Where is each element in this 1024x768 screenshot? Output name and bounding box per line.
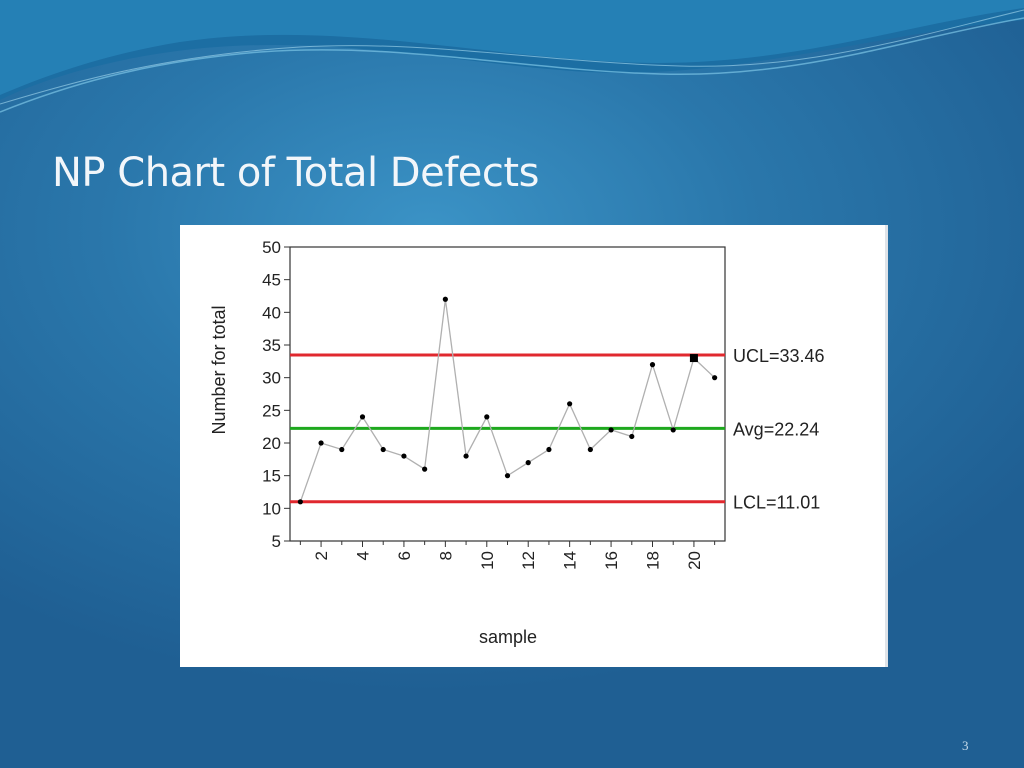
data-point bbox=[463, 453, 469, 459]
x-tick-label: 16 bbox=[602, 551, 621, 570]
data-point bbox=[318, 440, 324, 446]
data-point bbox=[525, 460, 531, 466]
x-tick-label: 20 bbox=[685, 551, 704, 570]
x-tick-label: 2 bbox=[312, 551, 331, 560]
chart-axes: 5 10 15 20 25 30 35 40 45 50 2 4 6 8 10 12 14 16 18 20 bbox=[262, 238, 726, 570]
x-tick-label: 6 bbox=[395, 551, 414, 560]
plot-frame bbox=[289, 246, 726, 542]
data-point bbox=[442, 296, 448, 302]
data-point bbox=[380, 446, 386, 453]
y-tick-label: 10 bbox=[262, 499, 281, 518]
data-point bbox=[546, 446, 552, 453]
x-axis-label: sample bbox=[479, 627, 537, 647]
data-point bbox=[339, 446, 345, 453]
flagged-data-point bbox=[689, 354, 698, 363]
y-tick-label: 45 bbox=[262, 271, 281, 290]
y-tick-label: 50 bbox=[262, 238, 281, 257]
data-point bbox=[587, 446, 593, 453]
y-tick-label: 5 bbox=[272, 532, 281, 551]
data-point bbox=[712, 375, 718, 381]
data-point bbox=[484, 414, 490, 420]
data-point bbox=[670, 427, 676, 433]
y-tick-label: 30 bbox=[262, 369, 281, 388]
data-point bbox=[401, 453, 407, 459]
y-tick-label: 40 bbox=[262, 303, 281, 322]
y-tick-label: 35 bbox=[262, 336, 281, 355]
data-point bbox=[297, 499, 303, 505]
x-tick-label: 18 bbox=[644, 551, 663, 570]
y-tick-label: 15 bbox=[262, 467, 281, 486]
data-point bbox=[422, 466, 428, 472]
data-point bbox=[359, 414, 366, 420]
page-number: 3 bbox=[962, 738, 969, 753]
x-tick-label: 14 bbox=[561, 551, 580, 570]
x-tick-label: 12 bbox=[519, 551, 538, 570]
data-series bbox=[297, 296, 718, 505]
np-chart: 5 10 15 20 25 30 35 40 45 50 2 4 6 8 10 12 14 16 18 20 UCL=… bbox=[209, 238, 825, 647]
data-point bbox=[567, 401, 573, 407]
y-tick-label: 20 bbox=[262, 434, 281, 453]
data-point bbox=[649, 362, 656, 368]
data-point bbox=[629, 433, 635, 440]
control-lines: UCL=33.46 Avg=22.24 LCL=11.01 bbox=[290, 346, 825, 513]
x-tick-label: 8 bbox=[436, 551, 455, 560]
x-tick-label: 4 bbox=[354, 551, 373, 560]
series-line bbox=[299, 299, 716, 503]
ucl-label: UCL=33.46 bbox=[733, 346, 825, 366]
y-tick-label: 25 bbox=[262, 401, 281, 420]
avg-label: Avg=22.24 bbox=[733, 419, 819, 439]
data-point bbox=[608, 427, 614, 433]
x-tick-label: 10 bbox=[478, 551, 497, 570]
lcl-label: LCL=11.01 bbox=[733, 493, 820, 513]
data-point bbox=[504, 473, 511, 479]
np-chart-panel: 5 10 15 20 25 30 35 40 45 50 2 4 6 8 10 12 14 16 18 20 UCL=… bbox=[180, 225, 888, 667]
slide-title: NP Chart of Total Defects bbox=[52, 150, 539, 196]
header-wave-decoration bbox=[0, 0, 1024, 113]
y-axis-label: Number for total bbox=[209, 305, 229, 434]
